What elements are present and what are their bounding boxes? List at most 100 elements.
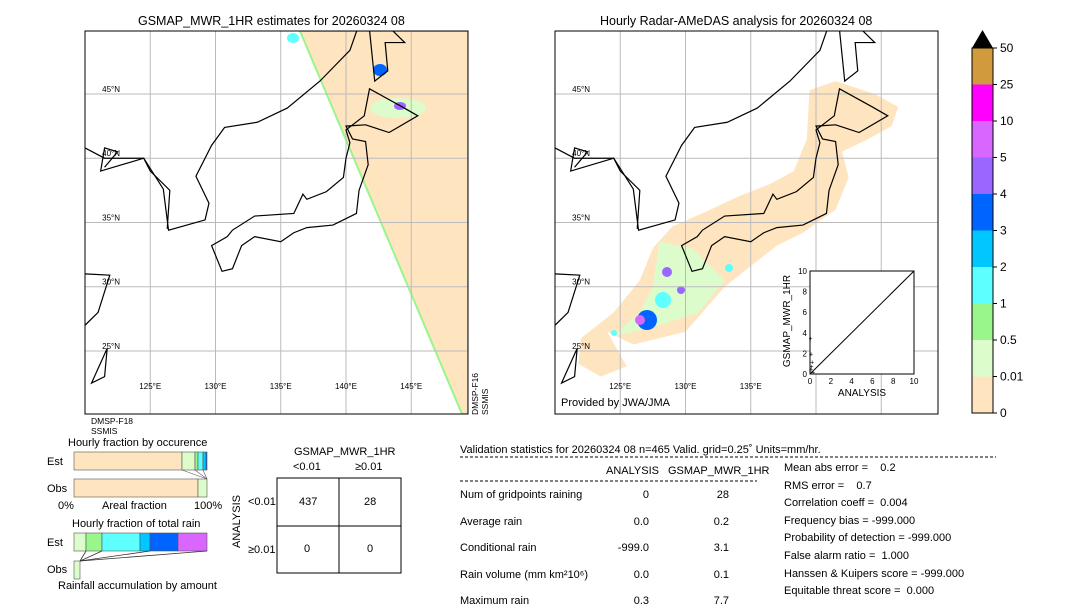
lat-label: 30°N	[102, 278, 120, 287]
left-map-frame	[84, 30, 469, 415]
col-label: <0.01	[293, 461, 321, 473]
stat-analysis: 0.3	[633, 595, 649, 607]
stat-analysis: 0.0	[633, 515, 649, 528]
colorbar-label: 25	[1000, 78, 1014, 92]
x-tick: 8	[891, 377, 896, 386]
coastline-sakhalin	[839, 31, 877, 83]
lon-label: 145°E	[400, 382, 422, 391]
data-point: +	[809, 351, 813, 358]
stat-analysis: 0.0	[633, 568, 649, 581]
col-header-gsmap: GSMAP_MWR_1HR	[668, 465, 770, 477]
coastline-asia	[555, 31, 828, 231]
lat-label: 30°N	[572, 278, 590, 287]
stat-gsmap: 0.1	[713, 568, 729, 581]
score-line: Hanssen & Kuipers score = -999.000	[784, 567, 965, 580]
areal-fraction-label: Areal fraction	[102, 500, 167, 512]
bar-segment	[177, 532, 208, 552]
colorbar-label: 1	[1000, 297, 1007, 311]
connector-line	[79, 550, 208, 562]
coastline-taiwan	[560, 348, 578, 385]
stat-label: Conditional rain	[460, 542, 537, 554]
x-tick: 0	[808, 377, 813, 386]
total-rain-title: Hourly fraction of total rain	[72, 518, 201, 530]
connector-line	[181, 469, 208, 480]
data-point: +	[810, 360, 814, 367]
connector-line	[79, 550, 87, 562]
lon-label: 130°E	[675, 382, 697, 391]
colorbar-segment	[972, 376, 993, 413]
lat-label: 25°N	[102, 342, 120, 351]
lat-label: 35°N	[572, 213, 590, 222]
lat-label: 35°N	[102, 213, 120, 222]
y-tick: 8	[803, 288, 808, 297]
est-label: Est	[47, 456, 63, 468]
colorbar-segment	[972, 267, 993, 304]
lon-label: 125°E	[609, 382, 631, 391]
stat-gsmap: 0.2	[713, 515, 729, 528]
stat-gsmap: 7.7	[713, 595, 729, 607]
rain-area	[373, 64, 387, 76]
row-label: <0.01	[248, 496, 276, 508]
colorbar-segment	[972, 121, 993, 158]
coastline-china	[85, 273, 111, 326]
cell-value: 28	[364, 496, 377, 508]
bar-segment	[202, 451, 207, 471]
data-point: +	[809, 336, 813, 343]
x-axis-label: ANALYSIS	[838, 388, 886, 399]
colorbar-segment	[972, 340, 993, 377]
stats-header: Validation statistics for 20260324 08 n=…	[460, 444, 821, 456]
data-point: +	[809, 367, 813, 374]
stat-label: Rain volume (mm km²10⁶)	[460, 568, 588, 581]
sat-label-bottom: DMSP-F18 SSMIS	[91, 416, 133, 436]
sat-label-right: DMSP-F16 SSMIS	[470, 373, 490, 415]
coastline-taiwan	[90, 348, 108, 385]
colorbar-label: 0.01	[1000, 370, 1024, 384]
colorbar-label: 10	[1000, 114, 1014, 128]
rain-cell	[637, 310, 657, 330]
stat-label: Maximum rain	[460, 595, 530, 607]
bar-segment	[149, 532, 179, 552]
data-point: +	[810, 364, 814, 371]
stat-analysis: -999.0	[617, 542, 649, 554]
cell-value: 437	[299, 496, 318, 508]
tick-0pct: 0%	[58, 500, 74, 512]
rain-cell	[635, 315, 645, 325]
occurrence-title: Hourly fraction by occurence	[68, 437, 208, 449]
sensor-name: SSMIS	[91, 426, 118, 436]
x-tick: 2	[829, 377, 834, 386]
y-tick: 2	[803, 349, 808, 358]
rain-cell	[611, 330, 617, 336]
left-map-title: GSMAP_MWR_1HR estimates for 20260324 08	[138, 14, 405, 28]
bar-segment	[73, 560, 81, 580]
coastline-asia	[85, 31, 358, 231]
colorbar-segment	[972, 230, 993, 267]
lat-label: 25°N	[572, 342, 590, 351]
bar-segment	[85, 532, 103, 552]
connector-line	[79, 550, 151, 562]
score-line: RMS error = 0.7	[784, 479, 872, 492]
y-tick: 6	[803, 308, 808, 317]
tick-100pct: 100%	[194, 500, 223, 512]
bar-segment	[139, 532, 151, 552]
lon-label: 140°E	[335, 382, 357, 391]
lon-label: 130°E	[205, 382, 227, 391]
colorbar-label: 0	[1000, 406, 1007, 420]
cell-value: 0	[367, 543, 374, 555]
diagonal-line	[809, 270, 915, 375]
bar-segment	[181, 451, 196, 471]
coastline-china	[555, 273, 581, 326]
colorbar-segment	[972, 303, 993, 340]
colorbar-label: 4	[1000, 187, 1007, 201]
lat-label: 45°N	[572, 85, 590, 94]
score-line: Frequency bias = -999.000	[784, 514, 916, 527]
row-label: ≥0.01	[248, 544, 276, 556]
coastline-korea	[569, 147, 641, 229]
score-line: Correlation coeff = 0.004	[784, 497, 908, 510]
lat-label: 40°N	[102, 149, 120, 158]
colorbar-label: 2	[1000, 260, 1007, 274]
right-map-title: Hourly Radar-AMeDAS analysis for 2026032…	[600, 14, 873, 28]
accumulation-label: Rainfall accumulation by amount	[58, 580, 217, 592]
obs-label: Obs	[47, 483, 68, 495]
obs-label: Obs	[47, 564, 68, 576]
